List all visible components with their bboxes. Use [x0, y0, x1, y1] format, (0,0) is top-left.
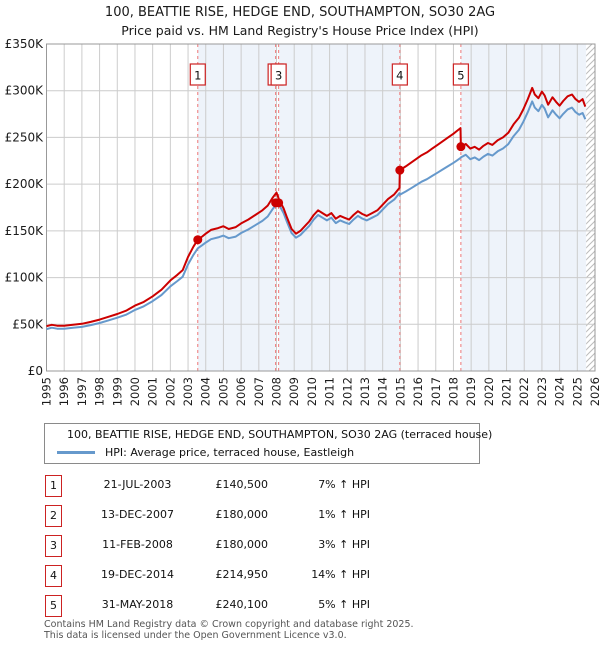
sale-number-box-label: 5 — [457, 69, 464, 83]
x-axis-tick-label: 1998 — [93, 377, 107, 406]
transaction-price: £240,100 — [215, 598, 269, 611]
footer-line-2: This data is licensed under the Open Gov… — [44, 630, 347, 641]
transaction-number-badge: 2 — [45, 505, 62, 527]
x-axis-tick-label: 2020 — [482, 377, 496, 406]
x-axis-tick-label: 2017 — [429, 377, 443, 406]
transaction-date: 31-MAY-2018 — [101, 598, 174, 611]
y-axis-tick-label: £100K — [5, 271, 45, 285]
transaction-hpi-delta: 1% ↑ HPI — [318, 508, 370, 521]
sale-number-box-label: 3 — [275, 69, 282, 83]
x-axis-tick-label: 2000 — [128, 377, 142, 406]
x-axis-tick-label: 2023 — [535, 377, 549, 406]
price-chart: £0 £50K £100K £150K £200K £250K £300K £350K 1995… — [5, 37, 600, 406]
transaction-date: 21-JUL-2003 — [103, 478, 172, 491]
sale-number-box — [270, 63, 287, 86]
transaction-hpi-delta: 3% ↑ HPI — [318, 538, 370, 551]
y-axis-tick-label: £250K — [5, 130, 45, 144]
transaction-price: £214,950 — [215, 568, 269, 581]
x-axis-tick-label: 2019 — [464, 377, 478, 406]
chart-legend: 100, BEATTIE RISE, HEDGE END, SOUTHAMPTO… — [44, 423, 492, 464]
x-axis-tick-label: 2008 — [270, 377, 284, 406]
x-axis-tick-label: 2014 — [376, 377, 390, 406]
transaction-price: £140,500 — [215, 478, 269, 491]
transaction-price: £180,000 — [215, 538, 269, 551]
x-axis-tick-label: 2021 — [500, 377, 514, 406]
chart-title-address: 100, BEATTIE RISE, HEDGE END, SOUTHAMPTO… — [104, 5, 496, 20]
legend-label: 100, BEATTIE RISE, HEDGE END, SOUTHAMPTO… — [67, 428, 493, 441]
sale-point-marker — [395, 165, 405, 175]
x-axis-tick-label: 2006 — [234, 377, 248, 406]
x-axis-tick-label: 2011 — [323, 377, 337, 406]
x-axis-tick-label: 1999 — [110, 377, 124, 406]
transaction-number-badge: 3 — [45, 535, 62, 557]
y-axis-tick-label: £0 — [28, 364, 43, 378]
y-axis-tick-label: £200K — [5, 177, 45, 191]
legend-item: HPI: Average price, terraced house, East… — [57, 445, 479, 460]
property-price-line — [46, 86, 587, 328]
chart-subtitle: Price paid vs. HM Land Registry's House … — [121, 23, 479, 38]
sale-number-box — [452, 63, 469, 86]
x-axis-tick-label: 2001 — [146, 377, 160, 406]
transaction-row: 3 11-FEB-2008 £180,000 3% ↑ HPI — [0, 535, 600, 557]
x-axis-tick-label: 2024 — [553, 377, 567, 406]
x-axis-tick-label: 2012 — [340, 377, 354, 406]
y-axis-tick-label: £300K — [5, 84, 45, 98]
y-axis-tick-label: £50K — [12, 317, 44, 331]
x-axis-tick-label: 1997 — [75, 377, 89, 406]
transaction-number-badge: 1 — [45, 475, 62, 497]
transaction-row: 2 13-DEC-2007 £180,000 1% ↑ HPI — [0, 505, 600, 527]
legend-label: HPI: Average price, terraced house, East… — [105, 446, 355, 459]
transaction-date: 11-FEB-2008 — [102, 538, 173, 551]
x-axis-tick-label: 2015 — [393, 377, 407, 406]
x-axis-tick-label: 2005 — [216, 377, 230, 406]
sale-point-marker — [274, 198, 284, 208]
sale-number-box — [189, 63, 206, 86]
transaction-row: 5 31-MAY-2018 £240,100 5% ↑ HPI — [0, 595, 600, 617]
transaction-number-badge: 4 — [45, 565, 62, 587]
x-axis-tick-label: 2010 — [305, 377, 319, 406]
x-axis-tick-label: 2025 — [570, 377, 584, 406]
y-axis-tick-label: £150K — [5, 224, 45, 238]
y-axis-tick-label: £350K — [5, 37, 45, 51]
footer-line-1: Contains HM Land Registry data © Crown c… — [44, 619, 414, 630]
transaction-hpi-delta: 5% ↑ HPI — [318, 598, 370, 611]
x-axis-tick-label: 2002 — [163, 377, 177, 406]
hpi-line — [46, 100, 587, 331]
transaction-hpi-delta: 7% ↑ HPI — [318, 478, 370, 491]
transaction-date: 13-DEC-2007 — [100, 508, 175, 521]
x-axis-tick-label: 2009 — [287, 377, 301, 406]
x-axis-tick-label: 2004 — [199, 377, 213, 406]
x-axis-tick-label: 2003 — [181, 377, 195, 406]
transaction-row: 1 21-JUL-2003 £140,500 7% ↑ HPI — [0, 475, 600, 497]
x-axis-tick-label: 2026 — [588, 377, 600, 406]
transaction-number-badge: 5 — [45, 595, 62, 617]
x-axis-tick-label: 2007 — [252, 377, 266, 406]
transaction-price: £180,000 — [215, 508, 269, 521]
transaction-date: 19-DEC-2014 — [100, 568, 175, 581]
x-axis-tick-label: 1996 — [57, 377, 71, 406]
legend-swatch-hpi — [57, 451, 95, 454]
transaction-row: 4 19-DEC-2014 £214,950 14% ↑ HPI — [0, 565, 600, 587]
attribution-footer: Contains HM Land Registry data © Crown c… — [44, 619, 414, 641]
transaction-hpi-delta: 14% ↑ HPI — [311, 568, 370, 581]
ownership-band — [460, 44, 587, 371]
sale-number-box-label: 1 — [194, 69, 201, 83]
ownership-band — [197, 44, 276, 371]
x-axis-tick-label: 2016 — [411, 377, 425, 406]
ownership-band — [278, 44, 400, 371]
x-axis-tick-label: 2022 — [517, 377, 531, 406]
sale-number-box — [391, 63, 408, 86]
sale-point-marker — [456, 142, 466, 152]
x-axis-tick-label: 2018 — [446, 377, 460, 406]
sale-point-marker — [193, 235, 203, 245]
plot-border — [46, 43, 596, 372]
x-axis-tick-label: 1995 — [40, 377, 54, 406]
future-band-hatch — [586, 44, 595, 371]
legend-item: 100, BEATTIE RISE, HEDGE END, SOUTHAMPTO… — [57, 427, 492, 442]
x-axis-tick-label: 2013 — [358, 377, 372, 406]
sale-number-box-label: 4 — [396, 69, 403, 83]
